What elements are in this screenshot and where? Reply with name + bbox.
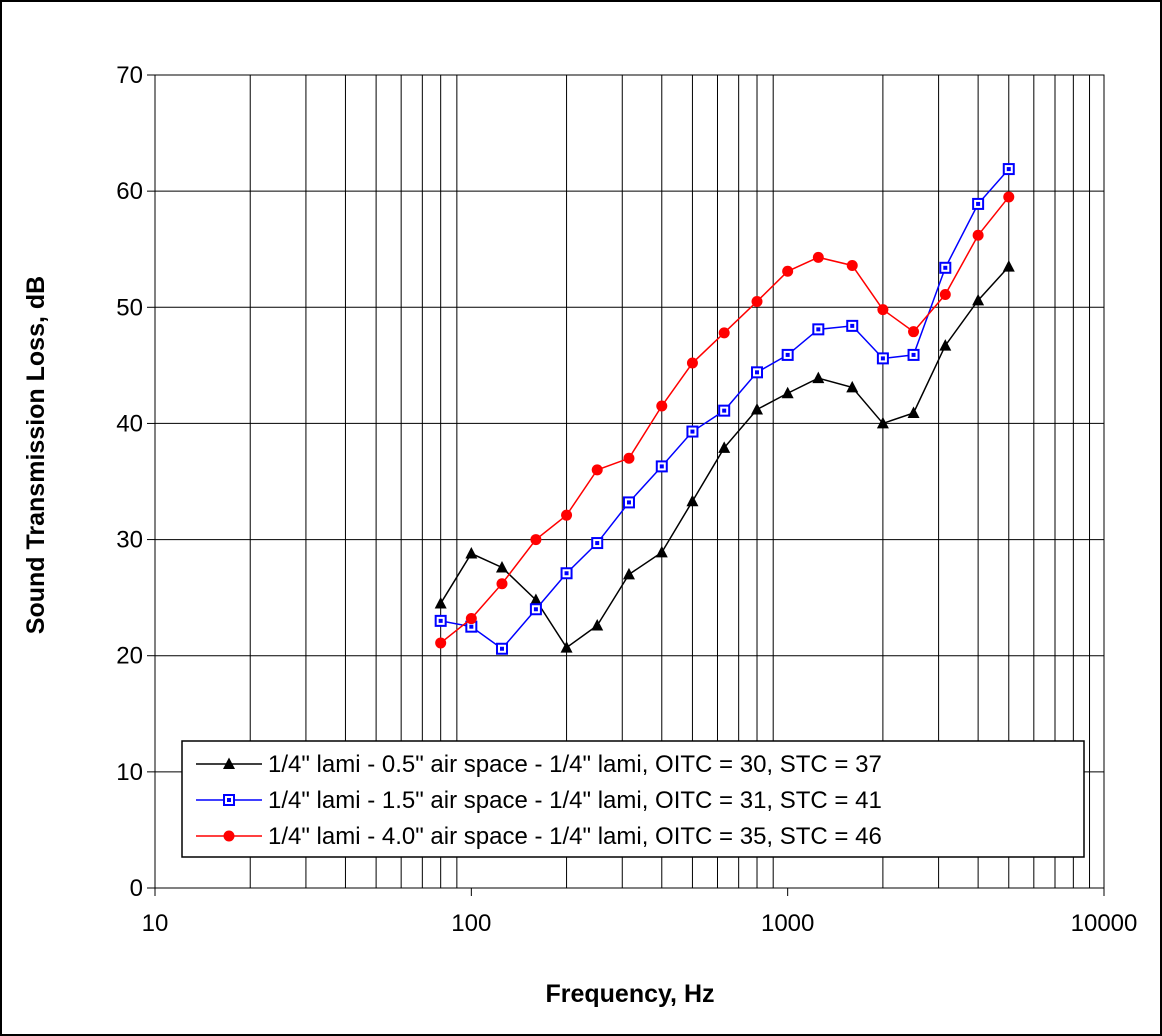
y-tick-label: 30 bbox=[116, 527, 143, 554]
series-2-point-center bbox=[943, 266, 947, 270]
series-2-point-center bbox=[722, 409, 726, 413]
series-2-point-center bbox=[439, 619, 443, 623]
y-tick-label: 70 bbox=[116, 62, 143, 89]
series-2-point-center bbox=[627, 500, 631, 504]
series-2-point-center bbox=[816, 327, 820, 331]
series-2-point-center bbox=[469, 625, 473, 629]
series-3-point bbox=[752, 296, 763, 307]
series-2-point-center bbox=[881, 356, 885, 360]
series-3-point bbox=[847, 260, 858, 271]
legend-label: 1/4" lami - 0.5" air space - 1/4" lami, … bbox=[268, 751, 882, 778]
y-axis-title: Sound Transmission Loss, dB bbox=[22, 276, 50, 634]
series-3-point bbox=[877, 304, 888, 315]
legend-swatch-marker-center bbox=[227, 798, 231, 802]
series-3-point bbox=[687, 358, 698, 369]
series-3-point bbox=[719, 327, 730, 338]
series-2-point-center bbox=[850, 324, 854, 328]
series-3-point bbox=[1003, 191, 1014, 202]
x-tick-label: 10 bbox=[142, 910, 169, 937]
y-tick-label: 10 bbox=[116, 759, 143, 786]
legend-swatch-marker bbox=[224, 831, 235, 842]
series-3-point bbox=[973, 230, 984, 241]
series-2-point-center bbox=[976, 202, 980, 206]
legend: 1/4" lami - 0.5" air space - 1/4" lami, … bbox=[182, 741, 1084, 857]
series-3-point bbox=[782, 266, 793, 277]
y-tick-label: 50 bbox=[116, 294, 143, 321]
y-tick-label: 20 bbox=[116, 643, 143, 670]
y-tick-label: 60 bbox=[116, 178, 143, 205]
series-2-point-center bbox=[500, 647, 504, 651]
series-3-point bbox=[813, 252, 824, 263]
series-3-point bbox=[623, 453, 634, 464]
series-3-point bbox=[656, 401, 667, 412]
legend-label: 1/4" lami - 1.5" air space - 1/4" lami, … bbox=[268, 787, 882, 814]
series-2-point-center bbox=[690, 430, 694, 434]
x-tick-label: 100 bbox=[451, 910, 491, 937]
y-tick-label: 0 bbox=[130, 875, 143, 902]
series-3-point bbox=[940, 289, 951, 300]
legend-entry-2: 1/4" lami - 1.5" air space - 1/4" lami, … bbox=[196, 787, 882, 814]
legend-entry-3: 1/4" lami - 4.0" air space - 1/4" lami, … bbox=[196, 823, 882, 850]
series-2-point-center bbox=[1007, 167, 1011, 171]
series-3-point bbox=[435, 637, 446, 648]
y-tick-label: 40 bbox=[116, 410, 143, 437]
x-axis-title: Frequency, Hz bbox=[545, 980, 714, 1008]
x-tick-label: 10000 bbox=[1071, 910, 1138, 937]
x-tick-label: 1000 bbox=[761, 910, 814, 937]
series-3-point bbox=[908, 326, 919, 337]
series-3-point bbox=[466, 613, 477, 624]
series-2-point-center bbox=[534, 607, 538, 611]
series-3-point bbox=[592, 464, 603, 475]
series-2-point-center bbox=[595, 541, 599, 545]
legend-label: 1/4" lami - 4.0" air space - 1/4" lami, … bbox=[268, 823, 882, 850]
series-2-point-center bbox=[912, 353, 916, 357]
series-2-point-center bbox=[786, 353, 790, 357]
series-3-point bbox=[530, 534, 541, 545]
series-2-point-center bbox=[565, 571, 569, 575]
series-3-point bbox=[561, 510, 572, 521]
series-3-point bbox=[496, 578, 507, 589]
series-2-point-center bbox=[755, 370, 759, 374]
legend-entry-1: 1/4" lami - 0.5" air space - 1/4" lami, … bbox=[196, 751, 882, 778]
series-2-point-center bbox=[660, 464, 664, 468]
